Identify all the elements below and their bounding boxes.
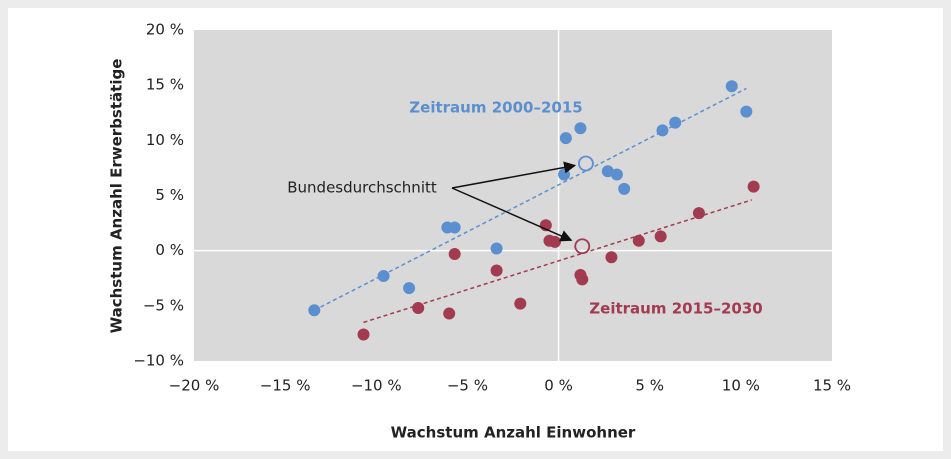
y-tick-label: 5 % xyxy=(155,186,184,204)
plot-area xyxy=(194,30,832,361)
point xyxy=(725,80,738,93)
point xyxy=(558,168,571,181)
x-tick-label: 10 % xyxy=(722,377,760,395)
x-tick-label: −10 % xyxy=(351,377,402,395)
point xyxy=(448,247,461,260)
point xyxy=(632,234,645,247)
average-point xyxy=(574,238,591,255)
point xyxy=(656,124,669,137)
point xyxy=(574,122,587,135)
trend-line xyxy=(363,199,753,324)
point xyxy=(548,235,561,248)
y-tick-label: −10 % xyxy=(133,352,184,370)
point xyxy=(576,273,589,286)
point xyxy=(692,207,705,220)
y-axis-title: Wachstum Anzahl Erwerbstätige xyxy=(108,59,126,334)
y-tick-label: 0 % xyxy=(155,241,184,259)
point xyxy=(654,230,667,243)
point xyxy=(669,116,682,129)
x-tick-label: 5 % xyxy=(635,377,664,395)
x-tick-label: −15 % xyxy=(260,377,311,395)
point xyxy=(490,264,503,277)
point xyxy=(412,302,425,315)
y-tick-label: 10 % xyxy=(146,131,184,149)
annotation-arrow xyxy=(451,161,577,189)
x-tick-label: −20 % xyxy=(169,377,220,395)
point xyxy=(610,168,623,181)
point xyxy=(403,282,416,295)
x-tick-label: −5 % xyxy=(447,377,488,395)
point xyxy=(559,132,572,145)
average-point xyxy=(578,155,594,172)
point xyxy=(490,242,503,255)
series-label: Zeitraum 2015–2030 xyxy=(589,300,762,318)
x-tick-label: 15 % xyxy=(813,377,851,395)
point xyxy=(357,328,370,341)
point xyxy=(601,165,614,178)
point xyxy=(377,270,390,283)
annotation-arrow xyxy=(451,187,573,242)
point xyxy=(308,304,321,317)
point xyxy=(618,182,631,195)
y-tick-label: 15 % xyxy=(146,76,184,94)
point xyxy=(605,251,618,264)
x-axis-title: Wachstum Anzahl Einwohner xyxy=(391,424,636,442)
y-tick-label: −5 % xyxy=(143,296,184,314)
point xyxy=(443,307,456,320)
y-tick-label: 20 % xyxy=(146,21,184,39)
x-tick-label: 0 % xyxy=(544,377,573,395)
annotation: Bundesdurchschnitt xyxy=(287,179,437,197)
point xyxy=(747,180,760,193)
series-label: Zeitraum 2000–2015 xyxy=(409,99,582,117)
point xyxy=(740,105,753,118)
point xyxy=(448,221,461,234)
point xyxy=(514,297,527,310)
